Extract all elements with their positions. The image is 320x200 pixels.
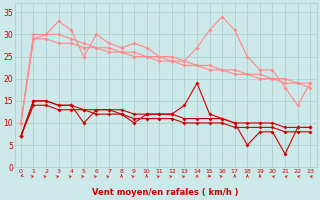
X-axis label: Vent moyen/en rafales ( km/h ): Vent moyen/en rafales ( km/h ): [92, 188, 239, 197]
